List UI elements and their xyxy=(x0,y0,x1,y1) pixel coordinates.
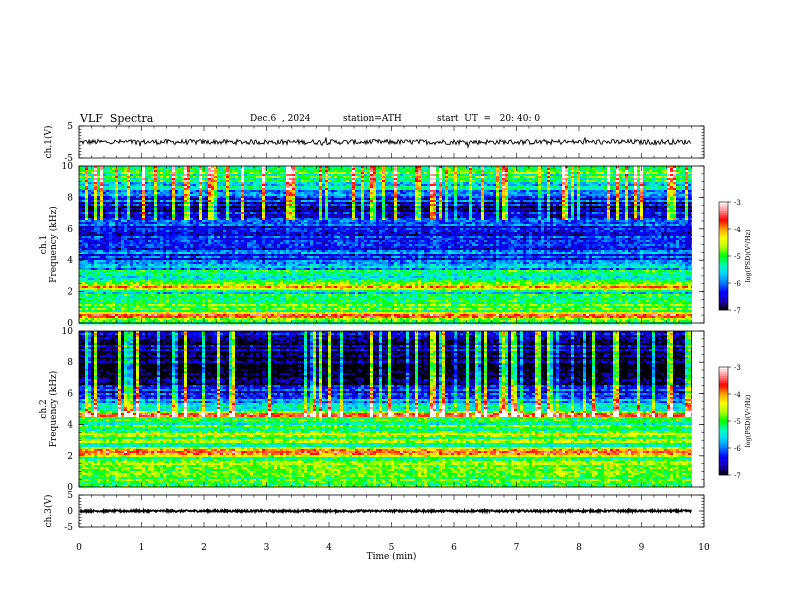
y-axis-label: ch.1(V) xyxy=(43,126,54,159)
x-tick-label: 8 xyxy=(576,543,582,553)
y-tick-label: 10 xyxy=(62,162,74,172)
station-label: station=ATH xyxy=(343,114,402,124)
y-tick-label: -5 xyxy=(64,523,73,533)
x-tick-label: 10 xyxy=(698,543,710,553)
x-tick-label: 9 xyxy=(639,543,645,553)
y-tick-label: 8 xyxy=(67,193,73,203)
spectrogram-layer xyxy=(79,166,704,487)
start-ut-label: start UT = 20: 40: 0 xyxy=(437,114,540,124)
x-tick-label: 0 xyxy=(76,543,82,553)
colorbar-label: log(PSD)(V²/Hz) xyxy=(744,229,752,282)
y-axis-label: ch.3(V) xyxy=(43,495,54,528)
colorbar-tick-label: -3 xyxy=(734,199,741,207)
ch1-waveform-line xyxy=(80,138,691,148)
x-tick-label: 3 xyxy=(264,543,270,553)
x-tick-label: 7 xyxy=(514,543,520,553)
x-axis-label: Time (min) xyxy=(367,551,417,562)
y-axis-label: Frequency (kHz) xyxy=(48,206,59,283)
y-tick-label: 5 xyxy=(67,491,73,501)
y-tick-label: 2 xyxy=(67,288,73,298)
y-tick-label: 4 xyxy=(67,421,73,431)
y-tick-label: 5 xyxy=(67,122,73,132)
y-tick-label: 0 xyxy=(67,507,73,517)
chart-title: VLF Spectra xyxy=(80,112,153,125)
colorbar-tick-label: -5 xyxy=(734,418,741,426)
y-tick-label: 8 xyxy=(67,358,73,368)
colorbar-tick-label: -5 xyxy=(734,253,741,261)
y-tick-label: 6 xyxy=(67,225,73,235)
y-tick-label: 6 xyxy=(67,389,73,399)
colorbar-tick-label: -4 xyxy=(734,226,741,234)
x-tick-label: 2 xyxy=(201,543,207,553)
x-tick-label: 6 xyxy=(451,543,457,553)
vlf-spectra-figure: 0 1 2 3 4 5 6 7 8 9 10 Time (min) 5 -5 ch.1(V) 0 2 4 6 8 10 c… xyxy=(0,0,792,612)
colorbar-tick-label: -3 xyxy=(734,364,741,372)
colorbar-tick-label: -6 xyxy=(734,280,741,288)
colorbar-label: log(PSD)(V²/Hz) xyxy=(744,394,752,447)
y-axis-label: ch.1 xyxy=(39,235,49,254)
ch3-waveform-line xyxy=(80,510,692,512)
y-axis-label: Frequency (kHz) xyxy=(48,371,59,448)
y-axis-label: ch.2 xyxy=(39,399,49,418)
colorbar-tick-label: -4 xyxy=(734,391,741,399)
x-tick-label: 4 xyxy=(326,543,332,553)
y-tick-label: 10 xyxy=(62,327,74,337)
colorbar-tick-label: -7 xyxy=(734,472,741,480)
y-tick-label: 4 xyxy=(67,256,73,266)
y-tick-label: 2 xyxy=(67,452,73,462)
colorbar-tick-label: -7 xyxy=(734,307,741,315)
colorbar-tick-label: -6 xyxy=(734,445,741,453)
date-label: Dec.6 , 2024 xyxy=(250,114,311,124)
x-tick-label: 1 xyxy=(139,543,145,553)
